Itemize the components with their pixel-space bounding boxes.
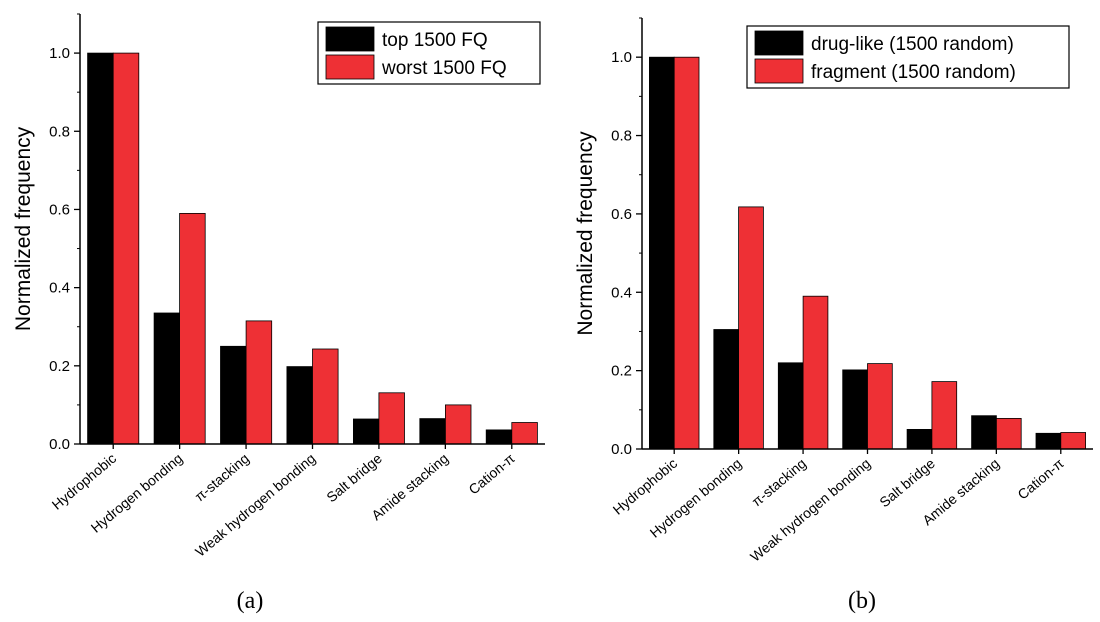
bar-series2-5 [444,404,472,445]
bar-series2-3 [867,363,893,450]
bar-series1-1 [153,312,181,445]
bar-series2-1 [179,212,206,445]
bar-series2-6 [511,422,538,445]
x-category-label: Weak hydrogen bonding [192,450,318,560]
y-tick-label: 0.4 [611,284,632,301]
bar-series1-3 [286,366,313,445]
legend-label-2: fragment (1500 random) [811,62,1016,83]
x-category-label: Weak hydrogen bonding [747,455,873,565]
y-tick-label: 0.0 [611,441,632,458]
legend: top 1500 FQ worst 1500 FQ [317,21,541,85]
bar-series2-0 [112,52,140,445]
y-axis-title: Normalized frequency [12,126,35,331]
x-category-label: Cation-π [1014,455,1067,503]
bar-series2-6 [1060,432,1087,450]
legend-label-2: worst 1500 FQ [381,58,507,79]
bar-series2-4 [378,392,405,445]
x-category-label: π-stacking [191,450,252,504]
y-tick-label: 0.2 [49,358,70,375]
x-category-label: Salt bridge [323,450,385,505]
y-tick-label: 0.0 [49,436,70,453]
bar-series1-1 [713,329,739,450]
bar-series2-5 [996,417,1022,450]
legend-swatch-1 [325,26,375,52]
legend-label-1: top 1500 FQ [382,30,488,51]
bar-series1-4 [352,418,380,445]
legend-swatch-1 [754,30,804,56]
x-category-label: Cation-π [465,450,518,498]
bar-series1-5 [971,415,997,450]
bar-series1-0 [87,52,114,445]
legend: drug-like (1500 random) fragment (1500 ra… [746,25,1070,89]
legend-swatch-2 [325,54,375,80]
bar-series2-2 [802,295,829,450]
bar-series2-1 [738,206,764,450]
bar-series1-2 [220,345,247,445]
legend-swatch-2 [754,58,804,84]
y-tick-label: 0.6 [49,201,70,218]
panel-label: (a) [237,588,264,614]
y-tick-label: 0.8 [49,123,70,140]
bar-series1-0 [649,56,675,450]
bar-series2-3 [312,348,339,445]
y-tick-label: 1.0 [49,45,70,62]
bar-series2-4 [931,381,958,450]
panel-label: (b) [848,588,876,614]
x-category-label: Salt bridge [876,455,938,510]
bar-series1-6 [485,429,513,445]
bar-series1-2 [777,362,804,450]
bar-series1-3 [842,369,868,450]
bar-series1-5 [419,418,446,445]
x-category-label: π-stacking [748,455,809,509]
bar-series2-0 [673,56,700,450]
bar-series1-4 [906,428,933,450]
y-tick-label: 1.0 [611,49,632,66]
bar-series2-2 [245,320,273,445]
y-tick-label: 0.4 [49,280,70,297]
y-tick-label: 0.6 [611,206,632,223]
x-category-label: Hydrophobic [49,450,120,513]
y-tick-label: 0.8 [611,128,632,145]
bar-series1-6 [1035,432,1062,450]
y-axis-title: Normalized frequency [574,131,597,336]
y-tick-label: 0.2 [611,363,632,380]
legend-label-1: drug-like (1500 random) [811,34,1014,55]
